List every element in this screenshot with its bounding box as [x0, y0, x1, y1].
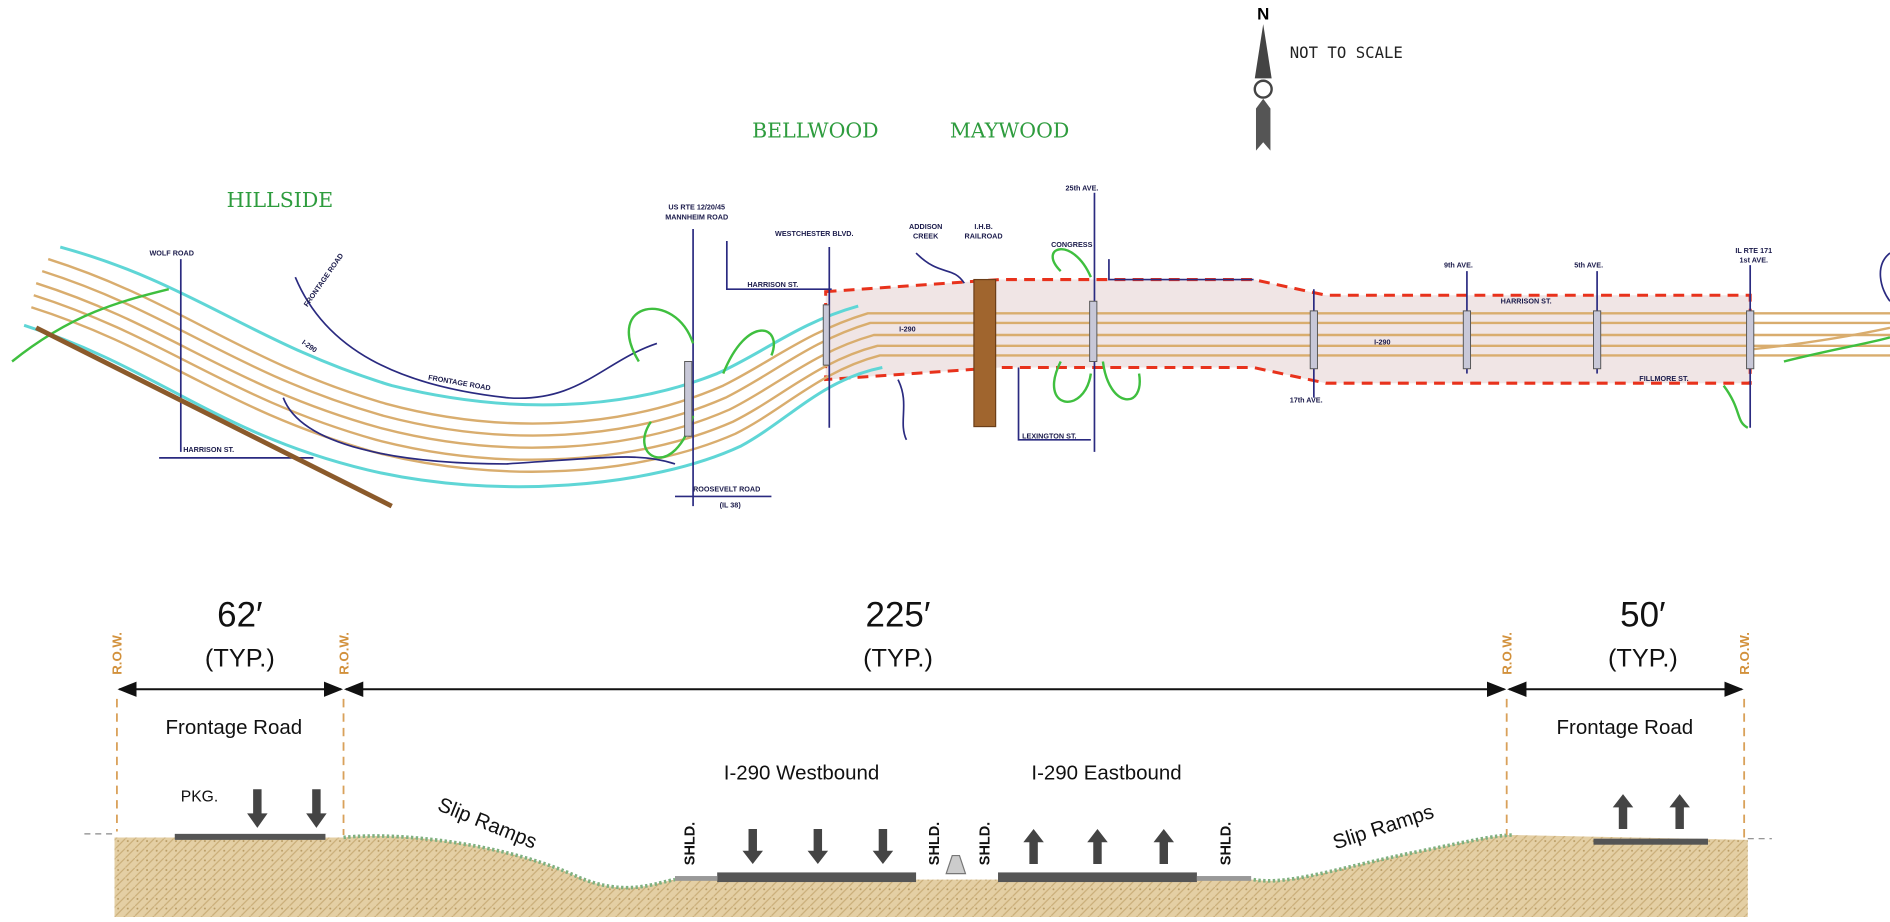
street-label: 5th AVE.	[1574, 261, 1603, 270]
north-arrow: N	[1255, 4, 1272, 150]
street-label: HARRISON ST.	[183, 445, 234, 454]
street-label: MANNHEIM ROAD	[665, 212, 728, 221]
lane-label: I-290 Eastbound	[1031, 762, 1181, 785]
width-dimension: 62′	[217, 596, 262, 635]
scale-note: NOT TO SCALE	[1290, 43, 1403, 62]
street-label: CONGRESS	[1051, 240, 1093, 249]
street-label: FILLMORE ST.	[1639, 374, 1688, 383]
row-label: R.O.W.	[1500, 632, 1515, 675]
study-area	[826, 280, 1751, 384]
frontage-label: Frontage Road	[1557, 716, 1694, 739]
street-label: ROOSEVELT ROAD	[693, 485, 760, 494]
street-label: CREEK	[913, 232, 939, 241]
street-label: HARRISON ST.	[747, 280, 798, 289]
diagram: N NOT TO SCALE HILLSIDE BELLWOOD MAYWOOD…	[0, 0, 1890, 917]
page: {"map": { "north": "N", "scale_note": "N…	[0, 0, 1890, 917]
frontage-label: Frontage Road	[166, 716, 303, 739]
street-label: FRONTAGE ROAD	[302, 251, 346, 308]
street-label: HARRISON ST.	[1501, 297, 1552, 306]
street-label: RAILROAD	[965, 232, 1003, 241]
street-label: WESTCHESTER BLVD.	[775, 229, 853, 238]
cross-section: 62′ (TYP.) 225′ (TYP.) 50′ (TYP.) R.O.W.…	[84, 596, 1772, 917]
shoulder-label: SHLD.	[978, 822, 994, 865]
width-note: (TYP.)	[205, 644, 275, 672]
street-label: 9th AVE.	[1444, 261, 1473, 270]
street-label: ADDISON	[909, 222, 942, 231]
width-dimension: 50′	[1620, 596, 1665, 635]
width-note: (TYP.)	[1608, 644, 1678, 672]
lane-label: I-290 Westbound	[724, 762, 880, 785]
railroad-bridge	[974, 280, 996, 427]
row-label: R.O.W.	[110, 632, 125, 675]
town-label: BELLWOOD	[752, 118, 878, 142]
highway-label: I-290	[1374, 338, 1390, 347]
street-label: IL RTE 171	[1735, 246, 1772, 255]
map: N NOT TO SCALE HILLSIDE BELLWOOD MAYWOOD…	[12, 4, 1890, 509]
street-label: FRONTAGE ROAD	[428, 373, 492, 393]
street-label: 25th AVE.	[1066, 183, 1099, 192]
street-label: WOLF ROAD	[149, 248, 194, 257]
street-label: LEXINGTON ST.	[1022, 432, 1076, 441]
town-label: HILLSIDE	[227, 188, 334, 212]
street-label: 1st AVE.	[1740, 256, 1768, 265]
street-label: (IL 38)	[720, 500, 742, 509]
shoulder-label: SHLD.	[927, 822, 943, 865]
town-label: MAYWOOD	[950, 118, 1069, 142]
row-label: R.O.W.	[1737, 632, 1752, 675]
row-label: R.O.W.	[336, 632, 351, 675]
railroad	[36, 328, 392, 506]
street-label: US RTE 12/20/45	[668, 203, 725, 212]
shoulder-label: SHLD.	[682, 822, 698, 865]
width-dimension: 225′	[866, 596, 931, 635]
street-label: 17th AVE.	[1290, 395, 1323, 404]
ramp-label: Slip Ramps	[1330, 800, 1437, 854]
street-label: I.H.B.	[974, 222, 992, 231]
shoulder-label: SHLD.	[1219, 822, 1235, 865]
parking-label: PKG.	[181, 788, 218, 805]
width-note: (TYP.)	[863, 644, 933, 672]
highway-label: I-290	[899, 324, 915, 333]
north-label: N	[1257, 4, 1269, 23]
